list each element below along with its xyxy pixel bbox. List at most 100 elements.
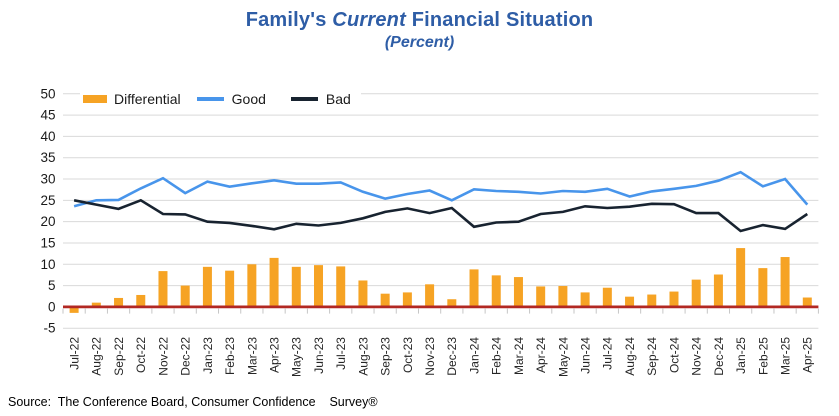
gridlines — [63, 93, 819, 329]
differential-bar — [491, 275, 501, 307]
chart-title-prefix: Family's — [245, 9, 333, 31]
differential-bar — [180, 285, 190, 307]
differential-bar — [713, 274, 723, 307]
y-axis-label: 25 — [40, 193, 55, 208]
x-axis-label: Aug-23 — [356, 337, 370, 376]
differential-bar — [358, 280, 368, 307]
legend-label-bad: Bad — [325, 91, 351, 107]
chart-title: Family's Current Financial Situation — [0, 9, 839, 32]
differential-bar — [269, 257, 279, 307]
x-axis-label: Apr-25 — [801, 337, 815, 373]
legend-label-differential: Differential — [114, 91, 181, 107]
differential-bar — [91, 302, 101, 307]
differential-bar — [580, 292, 590, 307]
differential-bar — [625, 296, 635, 307]
x-axis-label: Aug-22 — [90, 337, 104, 376]
differential-bar — [314, 265, 324, 307]
differential-bar — [780, 257, 790, 307]
differential-bar — [380, 293, 390, 307]
differential-bar — [202, 266, 212, 307]
x-axis-label: Feb-23 — [223, 337, 237, 375]
differential-bar — [114, 297, 124, 307]
x-axis-label: Jul-24 — [601, 337, 615, 370]
x-axis-label: Jan-24 — [467, 337, 481, 374]
differential-bar — [336, 266, 346, 307]
legend-label-good: Good — [231, 91, 266, 107]
differential-bar — [691, 279, 701, 307]
x-axis-label: Jan-25 — [734, 337, 748, 374]
differential-bar — [758, 268, 768, 307]
x-axis-label: May-24 — [556, 337, 570, 377]
x-axis-label: Aug-24 — [623, 337, 637, 376]
differential-bar — [669, 291, 679, 307]
differential-bar — [513, 277, 523, 307]
x-axis-label: Dec-23 — [445, 337, 459, 376]
bad-line-swatch — [290, 97, 318, 101]
x-axis-label: Apr-24 — [534, 337, 548, 373]
y-axis-label: 20 — [40, 214, 55, 229]
x-axis-label: Mar-23 — [245, 337, 259, 375]
series-lines — [73, 170, 809, 233]
x-axis-label: Apr-23 — [267, 337, 281, 373]
x-axis-label: Sep-24 — [645, 337, 659, 376]
differential-bars — [69, 248, 812, 313]
y-axis-label: 50 — [40, 86, 55, 101]
differential-bar — [136, 294, 146, 307]
x-axis-label: Sep-23 — [379, 337, 393, 376]
differential-bar — [158, 271, 168, 307]
x-axis-label: Feb-25 — [756, 337, 770, 375]
differential-bar — [225, 270, 235, 307]
y-axis-label: 30 — [40, 172, 55, 187]
differential-bar — [247, 264, 257, 307]
chart-title-emphasis: Current — [332, 9, 406, 31]
differential-bar — [425, 284, 435, 307]
x-axis-ticks — [62, 308, 819, 314]
y-axis-label: 35 — [40, 150, 55, 165]
x-axis-label: Mar-25 — [778, 337, 792, 375]
differential-bar — [291, 266, 301, 307]
y-axis-label: 0 — [48, 299, 56, 314]
differential-bar — [469, 269, 479, 307]
x-axis-label: Sep-22 — [112, 337, 126, 376]
chart-legend: Differential Good Bad — [80, 88, 361, 110]
x-axis-label: Nov-23 — [423, 337, 437, 376]
x-axis-label: Feb-24 — [490, 337, 504, 375]
differential-bar — [602, 287, 612, 307]
differential-bar — [402, 292, 412, 307]
y-axis-label: -5 — [43, 321, 55, 336]
bad-line — [73, 198, 809, 233]
x-axis-label: Dec-24 — [712, 337, 726, 376]
x-axis-label: Jul-23 — [334, 337, 348, 370]
x-axis-label: Jul-22 — [68, 337, 82, 370]
chart-subtitle: (Percent) — [384, 34, 455, 51]
y-axis-label: 15 — [40, 235, 55, 250]
x-axis-label: May-23 — [290, 337, 304, 377]
x-axis-label: Dec-22 — [179, 337, 193, 376]
x-axis-label: Oct-24 — [667, 337, 681, 373]
x-axis-label: Nov-22 — [156, 337, 170, 376]
x-axis-label: Jan-23 — [201, 337, 215, 374]
good-line-swatch — [196, 97, 224, 101]
x-axis-label: Oct-23 — [401, 337, 415, 373]
x-axis-label: Jun-23 — [312, 337, 326, 374]
differential-bar — [736, 248, 746, 307]
differential-bar-swatch — [83, 95, 107, 103]
y-axis-label: 40 — [40, 129, 55, 144]
y-axis-label: 10 — [40, 257, 55, 272]
differential-bar — [558, 286, 568, 307]
differential-bar — [536, 286, 546, 307]
x-axis-label: Nov-24 — [690, 337, 704, 376]
axis-labels: -5 0 5 10 15 20 25 30 35 40 45 50 Jul-22 Aug-22 Sep-22… — [40, 86, 814, 377]
source-note: Source: The Conference Board, Consumer C… — [8, 395, 378, 409]
differential-bar — [447, 299, 457, 307]
differential-bar — [802, 297, 812, 307]
x-axis-label: Mar-24 — [512, 337, 526, 375]
differential-bar — [647, 294, 657, 307]
x-axis-label: Jun-24 — [579, 337, 593, 374]
chart-title-suffix: Financial Situation — [405, 9, 594, 31]
y-axis-label: 5 — [48, 278, 56, 293]
good-line — [73, 170, 809, 208]
differential-bar — [69, 306, 79, 313]
